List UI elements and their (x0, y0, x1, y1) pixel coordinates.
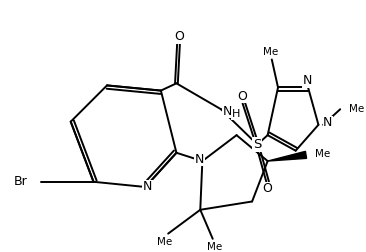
Text: O: O (174, 30, 184, 43)
Text: N: N (143, 180, 152, 194)
Text: N: N (223, 105, 232, 118)
Text: Me: Me (264, 47, 279, 57)
Text: O: O (263, 182, 273, 195)
Text: N: N (195, 153, 204, 166)
Text: O: O (237, 90, 247, 103)
Text: N: N (303, 74, 312, 87)
Polygon shape (268, 151, 307, 161)
Text: Me: Me (157, 236, 172, 246)
Text: Me: Me (207, 242, 222, 252)
Text: S: S (253, 138, 261, 151)
Text: H: H (232, 109, 240, 119)
Text: Me: Me (315, 149, 330, 159)
Text: Me: Me (349, 104, 364, 114)
Text: Br: Br (14, 175, 27, 188)
Text: N: N (323, 116, 333, 129)
